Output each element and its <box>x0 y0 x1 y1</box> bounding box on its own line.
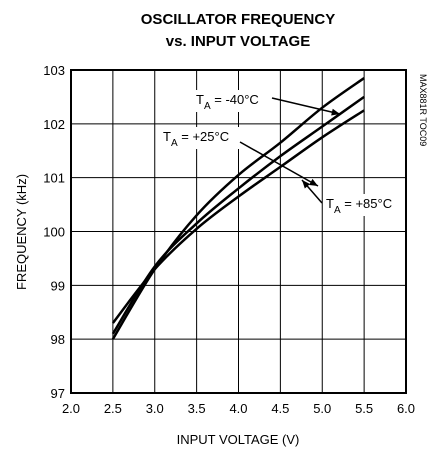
side-note: MAX881R TOC09 <box>418 74 428 146</box>
arrow-head <box>302 180 311 189</box>
annotation-part: T <box>196 92 204 107</box>
annotation-part: T <box>326 196 334 211</box>
y-tick-label: 99 <box>51 278 65 293</box>
x-tick-label: 2.0 <box>62 401 80 416</box>
x-tick-label: 5.0 <box>313 401 331 416</box>
y-tick-label: 98 <box>51 332 65 347</box>
chart-title: vs. INPUT VOLTAGE <box>166 33 310 50</box>
annotation-arrow <box>239 141 319 187</box>
chart-title: OSCILLATOR FREQUENCY <box>141 11 335 28</box>
x-tick-label: 3.5 <box>188 401 206 416</box>
annotation-part: = +85°C <box>341 196 392 211</box>
y-tick-label: 100 <box>43 225 65 240</box>
y-tick-label: 101 <box>43 171 65 186</box>
x-tick-label: 4.0 <box>229 401 247 416</box>
x-tick-label: 3.0 <box>146 401 164 416</box>
annotation: TA = -40°C <box>196 92 259 112</box>
annotation-part: = -40°C <box>211 92 259 107</box>
annotation-bg <box>160 127 240 149</box>
y-tick-label: 102 <box>43 117 65 132</box>
annotation-bg <box>193 90 273 112</box>
y-tick-label: 97 <box>51 386 65 401</box>
y-tick-label: 103 <box>43 63 65 78</box>
y-axis-label: FREQUENCY (kHz) <box>14 174 29 290</box>
x-tick-label: 5.5 <box>355 401 373 416</box>
annotation-part: A <box>334 205 341 216</box>
annotation-part: A <box>204 101 211 112</box>
annotation-arrow <box>271 97 341 115</box>
plot-frame <box>70 69 407 394</box>
x-tick-label: 6.0 <box>397 401 415 416</box>
series-line <box>111 95 365 335</box>
annotation-part: T <box>163 129 171 144</box>
arrow-head <box>331 108 340 116</box>
annotation-part: A <box>171 138 178 149</box>
series-line <box>111 109 365 324</box>
arrow-head <box>309 178 318 186</box>
annotation: TA = +85°C <box>326 196 392 216</box>
x-tick-label: 2.5 <box>104 401 122 416</box>
x-tick-label: 4.5 <box>271 401 289 416</box>
x-axis-label: INPUT VOLTAGE (V) <box>177 432 300 447</box>
annotation-part: = +25°C <box>178 129 229 144</box>
annotation-bg <box>323 194 403 216</box>
annotation: TA = +25°C <box>163 129 229 149</box>
